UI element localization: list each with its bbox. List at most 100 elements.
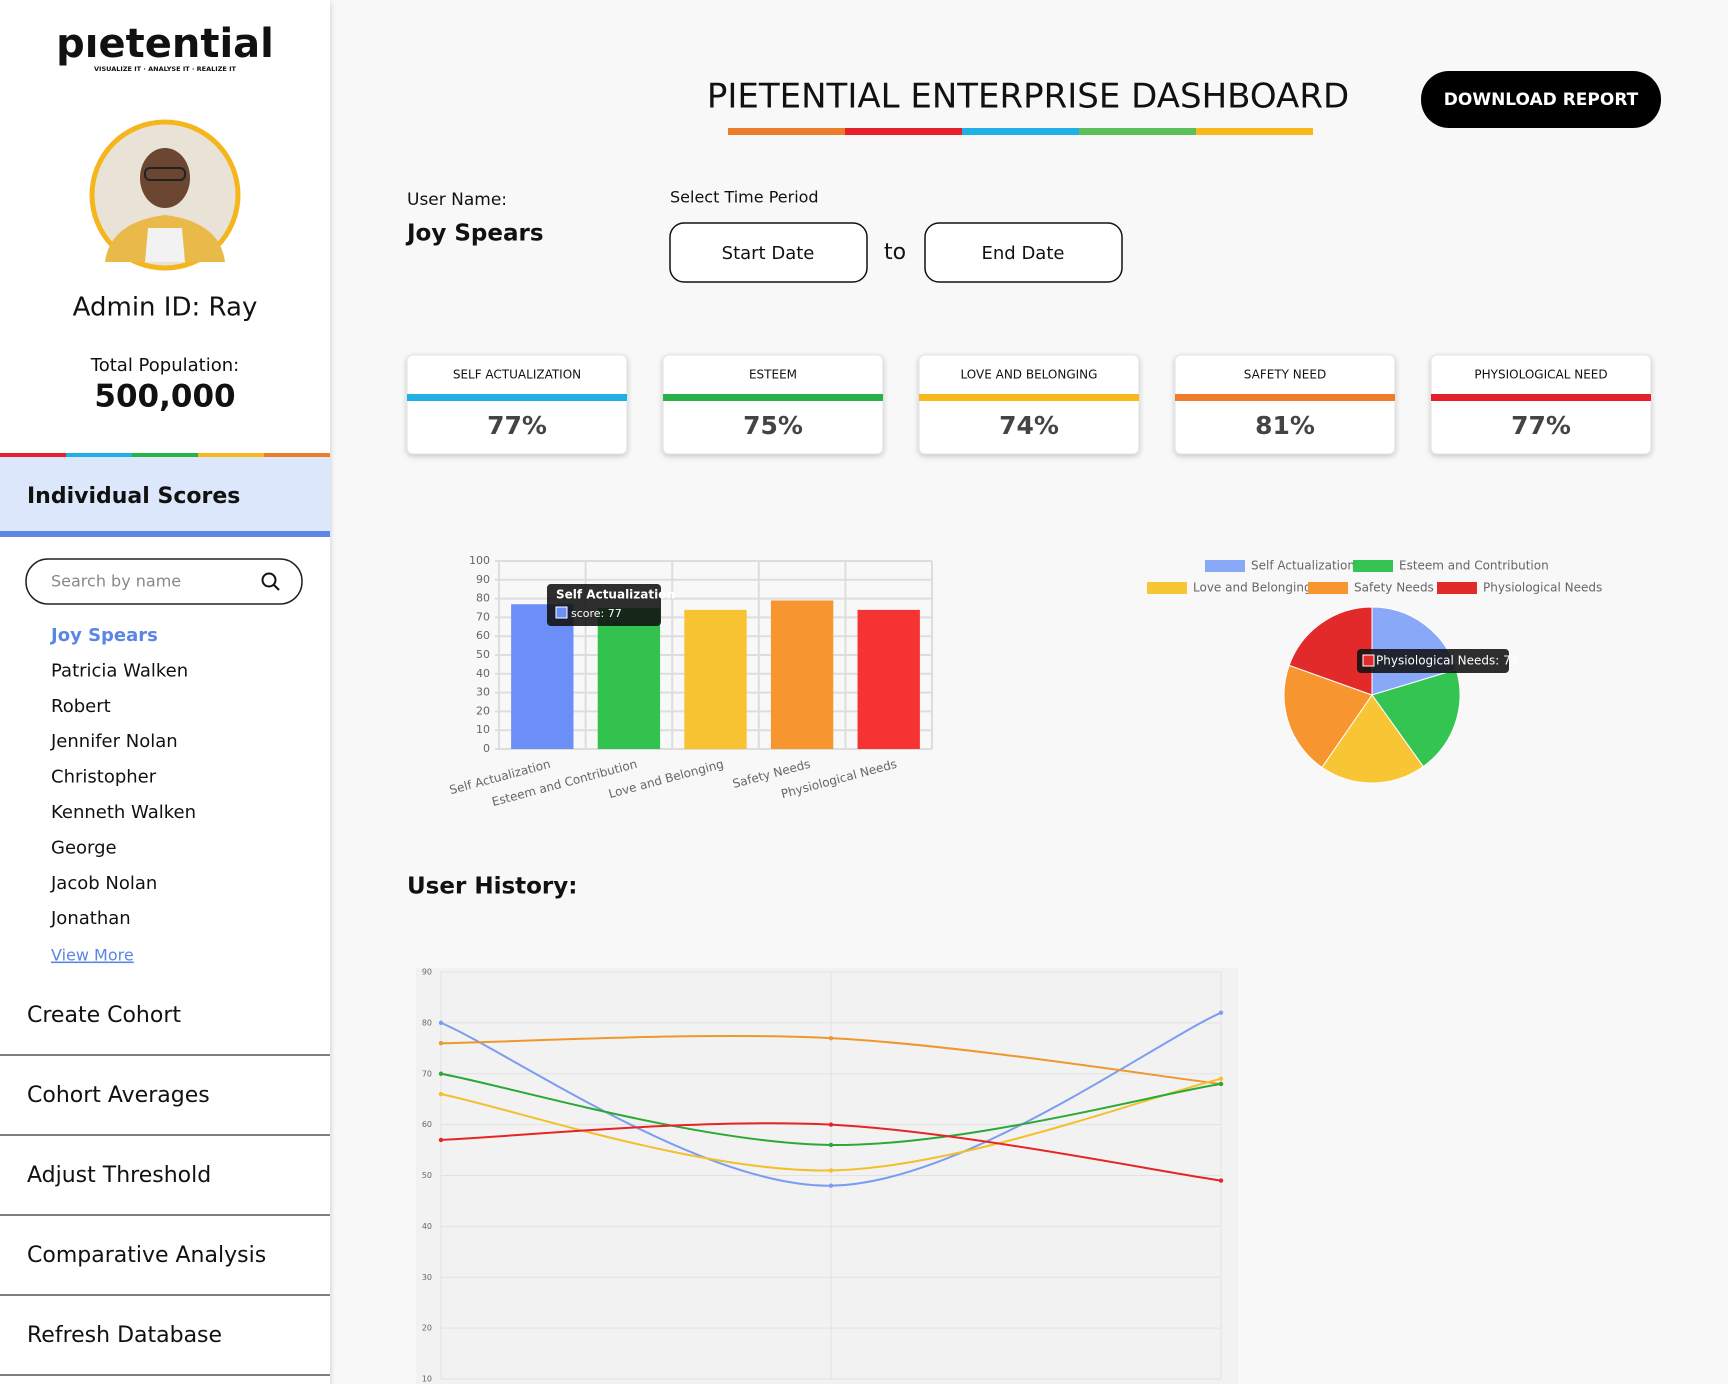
user-item[interactable]: Patricia Walken: [51, 660, 188, 681]
menu-item[interactable]: Comparative Analysis: [27, 1243, 266, 1268]
search-box[interactable]: [25, 558, 303, 605]
y-tick-label: 80: [422, 1018, 432, 1027]
history-point: [828, 1122, 834, 1127]
menu-item[interactable]: Adjust Threshold: [27, 1163, 211, 1188]
legend-label: Esteem and Contribution: [1399, 559, 1549, 573]
history-point: [438, 1091, 444, 1097]
legend-label: Self Actualization: [1251, 559, 1355, 573]
population-label: Total Population:: [90, 355, 239, 376]
y-tick-label: 20: [476, 704, 490, 717]
history-point: [438, 1041, 444, 1046]
bar: [684, 609, 747, 749]
bar: [857, 609, 920, 749]
bar: [597, 608, 661, 749]
y-tick-label: 80: [476, 592, 490, 605]
history-point: [828, 1035, 834, 1041]
user-item[interactable]: Jacob Nolan: [50, 873, 157, 894]
user-item[interactable]: Joy Spears: [49, 625, 158, 646]
history-point: [828, 1168, 834, 1173]
y-tick-label: 90: [476, 573, 490, 586]
legend-label: Safety Needs: [1354, 581, 1434, 595]
history-point: [828, 1183, 834, 1188]
score-card: [1174, 354, 1396, 455]
start-date[interactable]: [669, 222, 868, 283]
search-placeholder[interactable]: Search by name: [51, 572, 181, 591]
card-label: PHYSIOLOGICAL NEED: [1474, 368, 1607, 382]
history-point: [828, 1142, 834, 1148]
history-point: [1218, 1178, 1224, 1183]
y-tick-label: 30: [422, 1273, 432, 1282]
active-section[interactable]: Individual Scores: [27, 484, 240, 509]
tooltip-title: Self Actualization: [556, 588, 675, 602]
legend-swatch: [1353, 560, 1393, 572]
y-tick-label: 70: [422, 1069, 432, 1078]
pie-slice: [1321, 694, 1424, 784]
y-tick-label: 40: [476, 667, 490, 680]
view-more[interactable]: View More: [51, 946, 134, 965]
card-stripe: [1175, 394, 1395, 401]
y-tick-label: 30: [476, 686, 490, 699]
to-label: to: [884, 240, 906, 265]
user-name: Joy Spears: [405, 221, 544, 247]
user-item[interactable]: George: [51, 837, 117, 858]
user-item[interactable]: Robert: [51, 696, 111, 717]
y-tick-label: 100: [469, 554, 490, 567]
legend-swatch: [1205, 560, 1245, 572]
period-label: Select Time Period: [670, 188, 819, 207]
active-section-bg: [0, 457, 330, 533]
y-tick-label: 50: [476, 648, 490, 661]
history-point: [438, 1071, 444, 1076]
user-item[interactable]: Christopher: [51, 767, 157, 788]
bar: [770, 600, 834, 749]
tooltip-swatch: [1362, 654, 1375, 667]
pie-tooltip: [1357, 649, 1509, 673]
history-title: User History:: [407, 874, 577, 900]
history-point: [1218, 1081, 1224, 1087]
y-tick-label: 10: [476, 723, 490, 736]
history-point: [1218, 1010, 1224, 1015]
pie-slice: [1283, 664, 1373, 769]
start-date-label[interactable]: Start Date: [722, 243, 815, 264]
user-item[interactable]: Jennifer Nolan: [50, 731, 178, 752]
score-card: [406, 354, 628, 455]
avatar: [89, 119, 241, 271]
y-tick-label: 50: [422, 1171, 432, 1180]
card-label: SAFETY NEED: [1244, 368, 1326, 382]
pie-slice: [1371, 668, 1461, 768]
card-stripe: [407, 394, 627, 401]
tagline: VISUALIZE IT · ANALYSE IT · REALIZE IT: [94, 65, 237, 73]
user-item[interactable]: Kenneth Walken: [51, 802, 196, 823]
user-item[interactable]: Jonathan: [50, 908, 131, 929]
card-label: LOVE AND BELONGING: [961, 368, 1098, 382]
end-date[interactable]: [924, 222, 1123, 283]
card-value: 75%: [743, 411, 803, 440]
legend-label: Physiological Needs: [1483, 581, 1602, 595]
y-tick-label: 0: [483, 742, 490, 755]
y-tick-label: 60: [476, 629, 490, 642]
history-point: [1218, 1076, 1224, 1082]
y-tick-label: 20: [422, 1324, 432, 1333]
card-value: 81%: [1255, 411, 1315, 440]
menu-item[interactable]: Refresh Database: [27, 1323, 222, 1348]
download-button[interactable]: [1421, 71, 1661, 128]
card-value: 77%: [1511, 411, 1571, 440]
history-point: [438, 1137, 444, 1143]
download-label[interactable]: DOWNLOAD REPORT: [1444, 90, 1639, 110]
y-tick-label: 70: [476, 610, 490, 623]
menu-item[interactable]: Create Cohort: [27, 1003, 181, 1028]
menu-item[interactable]: Cohort Averages: [27, 1083, 210, 1108]
card-value: 74%: [999, 411, 1059, 440]
score-card: [918, 354, 1140, 455]
card-stripe: [1431, 394, 1651, 401]
tooltip: [547, 584, 661, 626]
page-title: PIETENTIAL ENTERPRISE DASHBOARD: [707, 77, 1349, 117]
tooltip-text: score: 77: [571, 607, 622, 620]
admin-id: Admin ID: Ray: [73, 293, 258, 323]
end-date-label[interactable]: End Date: [982, 243, 1065, 264]
y-tick-label: 10: [422, 1375, 432, 1384]
history-point: [438, 1020, 444, 1026]
y-tick-label: 60: [422, 1120, 432, 1129]
card-stripe: [919, 394, 1139, 401]
legend-swatch: [1308, 582, 1348, 594]
